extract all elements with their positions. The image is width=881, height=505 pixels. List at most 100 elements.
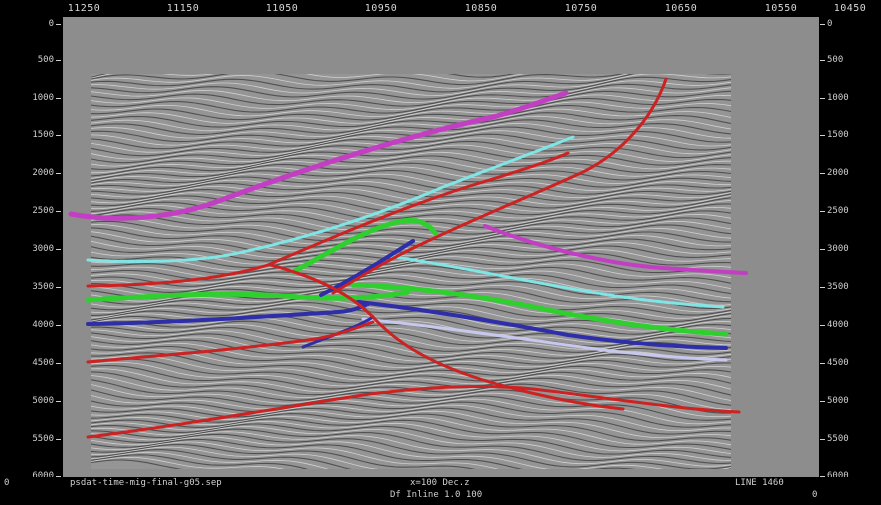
reflector-line [91, 76, 731, 100]
reflector-line [91, 162, 731, 181]
reflector-line [91, 173, 731, 192]
reflector-line [91, 227, 731, 248]
reflector-line [91, 379, 731, 414]
reflector-line [91, 423, 731, 458]
right-tick-label: 500 [819, 55, 844, 65]
reflector-line [91, 217, 731, 238]
green-horizon-upper[interactable] [290, 217, 438, 275]
lavender-horizon[interactable] [361, 317, 728, 362]
reflector-line [91, 364, 731, 396]
reflector-line [91, 418, 731, 450]
top-trace-axis: 11250 11150 11050 10950 10850 10750 1065… [0, 0, 881, 20]
reflector-line [91, 277, 731, 303]
right-tick-label: 1000 [820, 93, 849, 103]
reflector-line [91, 428, 731, 464]
reflector-line [91, 112, 731, 135]
magenta-horizon-lower[interactable] [483, 224, 748, 275]
reflector-line [91, 195, 731, 216]
left-tick-label: 3000 [32, 244, 61, 254]
reflector-line [91, 105, 731, 128]
top-tick-label: 10450 [833, 3, 867, 14]
reflector-line [91, 90, 731, 114]
reflector-line [91, 292, 731, 319]
red-horizon-upper[interactable] [86, 151, 570, 288]
reflector-line [91, 410, 731, 438]
reflector-line [91, 74, 629, 89]
red-horizon-middle[interactable] [86, 320, 375, 364]
reflector-line [91, 271, 731, 295]
blue-horizon-upper[interactable] [319, 239, 415, 297]
left-tick-label: 4500 [32, 358, 61, 368]
reflector-line [91, 155, 731, 177]
reflector-line [91, 87, 731, 111]
reflector-line [91, 368, 731, 401]
reflector-line [91, 159, 731, 179]
right-marker: 0 [812, 490, 818, 500]
reflector-line [91, 342, 731, 368]
right-tick-label: 3500 [820, 282, 849, 292]
reflector-line [91, 166, 731, 184]
right-tick-label: 2000 [820, 168, 849, 178]
right-tick-label: 2500 [820, 206, 849, 216]
reflector-line [91, 83, 731, 107]
cyan-horizon-lower[interactable] [386, 254, 725, 309]
reflector-line [91, 438, 731, 469]
scale-label: x=100 Dec.z [410, 478, 470, 488]
right-tick-label: 4000 [820, 320, 849, 330]
reflector-line [91, 245, 731, 262]
reflector-line [91, 415, 731, 446]
reflector-line [91, 420, 731, 454]
reflector-line [91, 339, 731, 365]
top-tick-label: 10650 [664, 3, 698, 14]
reflector-line [91, 240, 731, 258]
reflector-line [91, 101, 731, 124]
blue-horizon-left[interactable] [86, 302, 370, 326]
red-fault-steep[interactable] [331, 77, 668, 295]
top-tick-label: 11050 [265, 3, 299, 14]
reflector-line [91, 375, 731, 410]
cyan-horizon-upper[interactable] [86, 135, 575, 264]
reflector-line [91, 220, 731, 242]
reflector-line [91, 182, 731, 202]
left-tick-label: 1500 [32, 130, 61, 140]
left-tick-label: 2000 [32, 168, 61, 178]
reflector-line [91, 94, 731, 117]
right-tick-label: 6000 [820, 471, 849, 481]
right-tick-label: 3000 [820, 244, 849, 254]
seismic-section-svg[interactable] [63, 17, 819, 477]
reflector-line [91, 352, 731, 378]
reflector-line [91, 456, 285, 469]
seismic-section-canvas[interactable] [63, 17, 819, 477]
reflector-line [91, 140, 731, 164]
left-tick-label: 4000 [32, 320, 61, 330]
right-depth-axis: 0 500 1000 1500 2000 2500 3000 3500 4000… [819, 17, 881, 481]
green-horizon-lower[interactable] [350, 282, 729, 337]
reflector-line [91, 436, 731, 469]
red-horizon-lower[interactable] [86, 385, 741, 439]
reflector-line [91, 332, 731, 359]
left-tick-label: 5500 [32, 434, 61, 444]
top-tick-label: 11250 [67, 3, 101, 14]
reflector-line [91, 443, 476, 469]
top-tick-label: 10950 [364, 3, 398, 14]
magenta-horizon-upper[interactable] [68, 90, 569, 221]
reflector-line [91, 151, 731, 174]
reflector-line [91, 74, 604, 82]
reflector-line [91, 170, 731, 188]
reflector-line [91, 115, 731, 139]
left-depth-axis: 0 500 1000 1500 2000 2500 3000 3500 4000… [0, 17, 63, 481]
reflector-line [91, 329, 731, 356]
reflector-line [91, 395, 731, 425]
left-tick-label: 6000 [32, 471, 61, 481]
reflector-line [91, 198, 731, 219]
green-horizon-middle[interactable] [85, 289, 411, 303]
blue-horizon-lower[interactable] [356, 300, 728, 350]
left-tick-label: 500 [37, 55, 62, 65]
reflector-line [91, 133, 731, 157]
left-tick-label: 2500 [32, 206, 61, 216]
right-tick-label: 5500 [820, 434, 849, 444]
reflector-line [91, 176, 731, 195]
top-tick-label: 10850 [464, 3, 498, 14]
reflector-line [91, 323, 731, 350]
left-tick-label: 5000 [32, 396, 61, 406]
